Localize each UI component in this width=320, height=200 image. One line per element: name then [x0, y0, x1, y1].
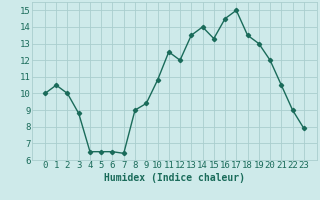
X-axis label: Humidex (Indice chaleur): Humidex (Indice chaleur) — [104, 173, 245, 183]
